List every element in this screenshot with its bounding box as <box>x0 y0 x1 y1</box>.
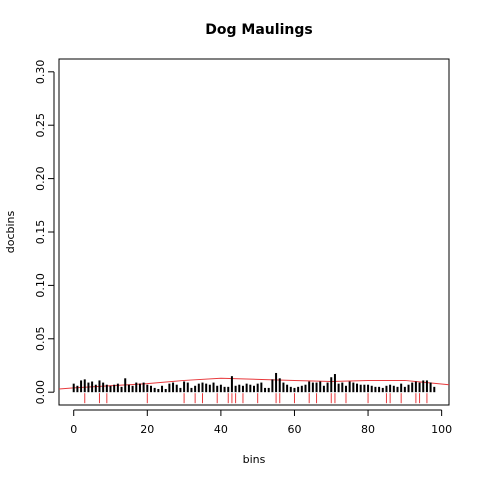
chart-title: Dog Maulings <box>205 22 312 38</box>
x-tick-label: 100 <box>431 423 452 436</box>
y-axis-label: docbins <box>4 210 17 253</box>
x-tick-label: 0 <box>70 423 77 436</box>
x-tick-label: 80 <box>361 423 375 436</box>
y-tick-label: 0.20 <box>34 166 47 191</box>
x-tick-label: 20 <box>140 423 154 436</box>
x-axis: 0 20 40 60 80 100 <box>70 409 452 436</box>
y-tick-label: 0.00 <box>34 380 47 405</box>
y-tick-label: 0.15 <box>34 220 47 245</box>
rug-layer <box>84 393 428 404</box>
y-tick-label: 0.30 <box>34 60 47 85</box>
x-tick-label: 40 <box>214 423 228 436</box>
y-tick-label: 0.25 <box>34 113 47 137</box>
y-tick-label: 0.05 <box>34 327 47 352</box>
y-axis: 0.00 0.05 0.10 0.15 0.20 0.25 0.30 <box>34 60 55 405</box>
bar-layer <box>72 372 436 393</box>
plot-area-border <box>58 58 450 406</box>
x-axis-label: bins <box>243 453 266 466</box>
y-tick-label: 0.10 <box>34 273 47 298</box>
density-curve <box>58 377 450 390</box>
density-curve-layer <box>58 377 450 390</box>
x-tick-label: 60 <box>287 423 301 436</box>
